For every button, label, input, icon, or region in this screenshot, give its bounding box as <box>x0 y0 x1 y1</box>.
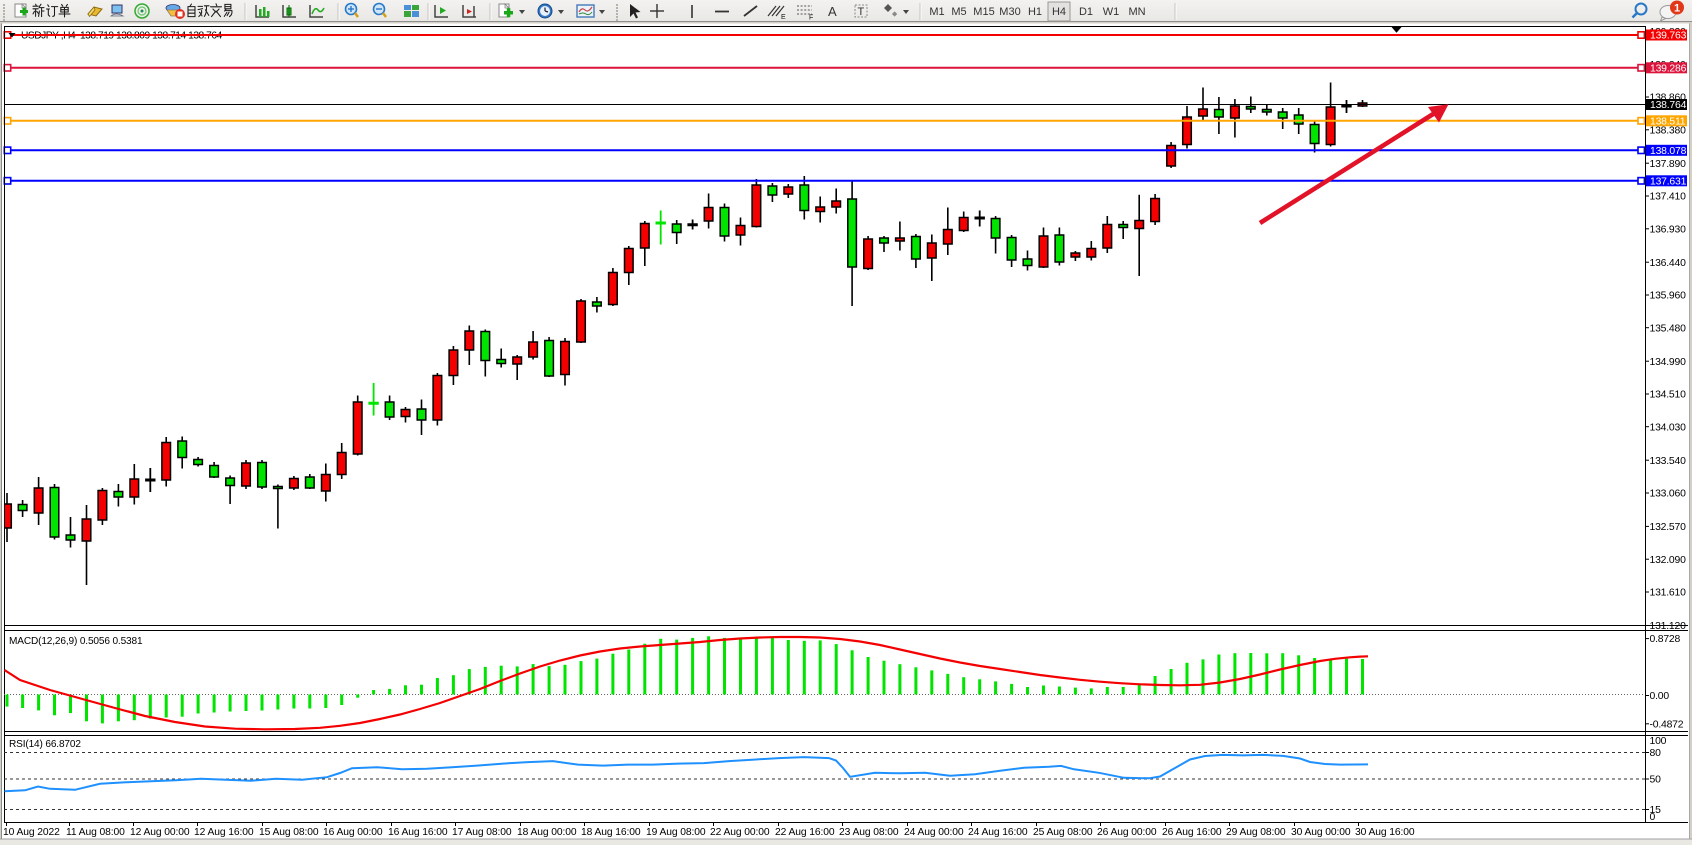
svg-text:30 Aug 16:00: 30 Aug 16:00 <box>1355 827 1415 838</box>
svg-text:H4: H4 <box>1052 6 1066 18</box>
svg-text:18 Aug 00:00: 18 Aug 00:00 <box>517 827 577 838</box>
svg-text:19 Aug 08:00: 19 Aug 08:00 <box>646 827 706 838</box>
svg-text:W1: W1 <box>1103 6 1120 18</box>
svg-text:134.030: 134.030 <box>1650 422 1687 433</box>
svg-text:0: 0 <box>1650 812 1656 823</box>
svg-text:132.570: 132.570 <box>1650 522 1687 533</box>
svg-text:18 Aug 16:00: 18 Aug 16:00 <box>581 827 641 838</box>
svg-text:M5: M5 <box>951 6 966 18</box>
svg-text:USDJPY ,H4 138.719 138.809 13: USDJPY ,H4 138.719 138.809 138.714 138.7… <box>21 31 223 42</box>
svg-text:15 Aug 08:00: 15 Aug 08:00 <box>259 827 319 838</box>
svg-text:26 Aug 00:00: 26 Aug 00:00 <box>1097 827 1157 838</box>
svg-text:H1: H1 <box>1028 6 1042 18</box>
svg-text:MN: MN <box>1128 6 1145 18</box>
svg-text:26 Aug 16:00: 26 Aug 16:00 <box>1162 827 1222 838</box>
svg-text:17 Aug 08:00: 17 Aug 08:00 <box>452 827 512 838</box>
svg-text:133.060: 133.060 <box>1650 489 1687 500</box>
svg-text:0.00: 0.00 <box>1650 691 1670 702</box>
svg-text:F: F <box>809 15 813 22</box>
svg-text:136.930: 136.930 <box>1650 224 1687 235</box>
svg-text:135.960: 135.960 <box>1650 291 1687 302</box>
svg-text:139.763: 139.763 <box>1650 31 1687 42</box>
svg-text:135.480: 135.480 <box>1650 323 1687 334</box>
svg-text:134.990: 134.990 <box>1650 357 1687 368</box>
svg-text:-0.4872: -0.4872 <box>1650 719 1684 730</box>
svg-text:137.410: 137.410 <box>1650 192 1687 203</box>
svg-text:100: 100 <box>1650 736 1667 747</box>
svg-text:12 Aug 16:00: 12 Aug 16:00 <box>194 827 254 838</box>
svg-text:133.540: 133.540 <box>1650 456 1687 467</box>
svg-text:12 Aug 00:00: 12 Aug 00:00 <box>130 827 190 838</box>
svg-text:T: T <box>858 6 865 18</box>
svg-text:138.860: 138.860 <box>1650 93 1687 104</box>
svg-text:E: E <box>781 14 786 21</box>
svg-text:RSI(14) 66.8702: RSI(14) 66.8702 <box>9 739 81 750</box>
svg-text:138.511: 138.511 <box>1650 117 1686 128</box>
svg-text:23 Aug 08:00: 23 Aug 08:00 <box>839 827 899 838</box>
svg-text:10 Aug 2022: 10 Aug 2022 <box>3 827 60 838</box>
svg-text:16 Aug 00:00: 16 Aug 00:00 <box>323 827 383 838</box>
svg-text:30 Aug 00:00: 30 Aug 00:00 <box>1291 827 1351 838</box>
svg-text:0.8728: 0.8728 <box>1650 634 1681 645</box>
svg-text:24 Aug 16:00: 24 Aug 16:00 <box>968 827 1028 838</box>
svg-text:138.078: 138.078 <box>1650 146 1687 157</box>
svg-text:22 Aug 16:00: 22 Aug 16:00 <box>775 827 835 838</box>
svg-text:80: 80 <box>1650 748 1662 759</box>
svg-text:M15: M15 <box>973 6 994 18</box>
svg-text:16 Aug 16:00: 16 Aug 16:00 <box>388 827 448 838</box>
svg-text:D1: D1 <box>1079 6 1093 18</box>
svg-text:137.631: 137.631 <box>1650 177 1687 188</box>
svg-text:22 Aug 00:00: 22 Aug 00:00 <box>710 827 770 838</box>
svg-text:25 Aug 08:00: 25 Aug 08:00 <box>1033 827 1093 838</box>
svg-text:132.090: 132.090 <box>1650 555 1687 566</box>
svg-text:131.120: 131.120 <box>1650 621 1687 632</box>
svg-text:137.890: 137.890 <box>1650 159 1687 170</box>
svg-text:M1: M1 <box>929 6 944 18</box>
svg-text:136.440: 136.440 <box>1650 258 1687 269</box>
svg-text:M30: M30 <box>999 6 1020 18</box>
svg-text:131.610: 131.610 <box>1650 588 1687 599</box>
svg-text:11 Aug 08:00: 11 Aug 08:00 <box>66 827 125 838</box>
svg-text:29 Aug 08:00: 29 Aug 08:00 <box>1226 827 1286 838</box>
svg-text:138.380: 138.380 <box>1650 125 1687 136</box>
svg-text:1: 1 <box>1674 3 1680 15</box>
svg-text:139.286: 139.286 <box>1650 64 1687 75</box>
svg-text:15: 15 <box>1650 805 1662 816</box>
svg-text:A: A <box>828 4 837 19</box>
svg-text:24 Aug 00:00: 24 Aug 00:00 <box>904 827 964 838</box>
svg-text:134.510: 134.510 <box>1650 390 1687 401</box>
svg-text:50: 50 <box>1650 775 1662 786</box>
svg-text:MACD(12,26,9) 0.5056 0.5381: MACD(12,26,9) 0.5056 0.5381 <box>9 636 143 647</box>
svg-text:138.764: 138.764 <box>1650 100 1687 111</box>
